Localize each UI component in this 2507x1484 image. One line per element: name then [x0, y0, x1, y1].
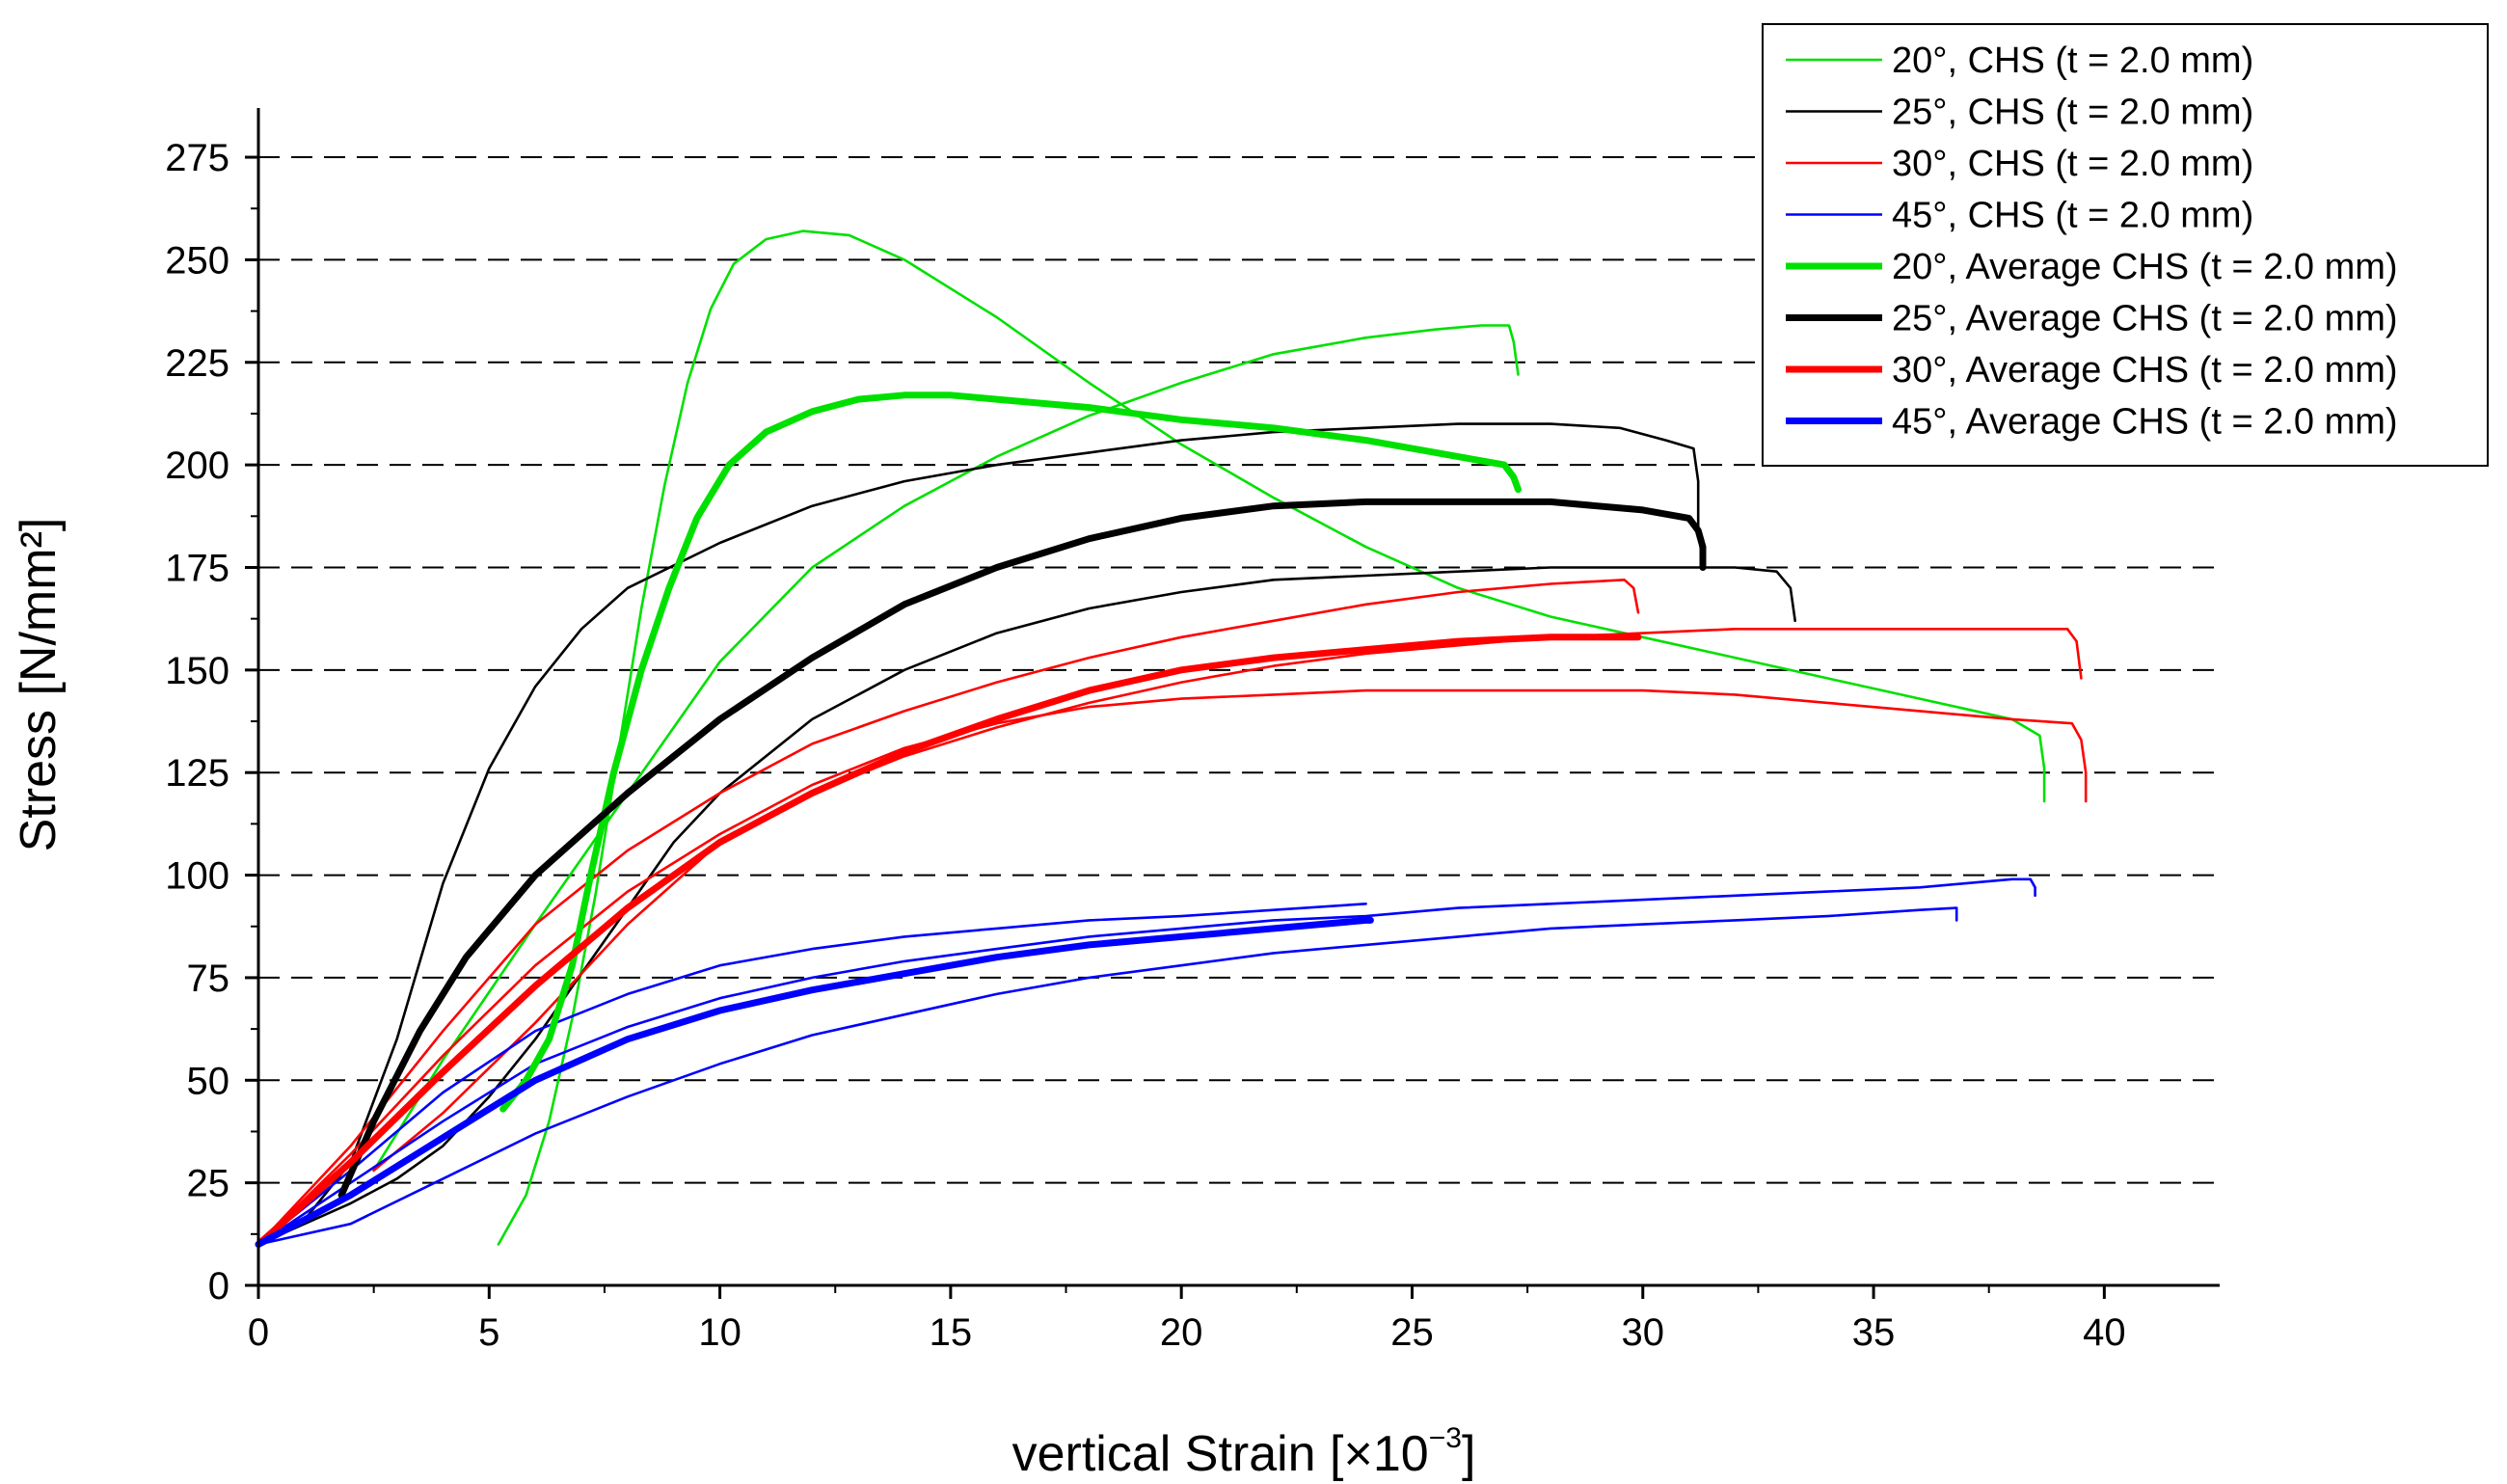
y-tick-label-175: 175: [165, 547, 229, 589]
legend-label-3: 45°, CHS (t = 2.0 mm): [1892, 196, 2253, 236]
x-tick-label-15: 15: [930, 1311, 973, 1354]
y-tick-label-25: 25: [187, 1163, 230, 1205]
y-tick-label-250: 250: [165, 239, 229, 282]
x-tick-label-20: 20: [1160, 1311, 1203, 1354]
x-tick-label-0: 0: [248, 1311, 269, 1354]
legend-label-5: 25°, Average CHS (t = 2.0 mm): [1892, 299, 2398, 339]
series-line-10: [499, 391, 1522, 1113]
y-tick-label-200: 200: [165, 445, 229, 487]
y-tick-label-0: 0: [208, 1265, 229, 1308]
legend-label-0: 20°, CHS (t = 2.0 mm): [1892, 40, 2253, 81]
series-line-13: [255, 916, 1374, 1248]
x-tick-label-30: 30: [1622, 1311, 1665, 1354]
y-tick-label-225: 225: [165, 342, 229, 385]
legend-label-1: 25°, CHS (t = 2.0 mm): [1892, 93, 2253, 133]
legend-label-6: 30°, Average CHS (t = 2.0 mm): [1892, 350, 2398, 391]
series-line-9: [256, 906, 1958, 1246]
series-layer: [255, 229, 2088, 1248]
x-axis-title-exponent: −3: [1429, 1422, 1462, 1454]
y-tick-label-50: 50: [187, 1060, 230, 1102]
x-axis-title-main: vertical Strain [×10: [1012, 1426, 1429, 1482]
x-tick-label-40: 40: [2083, 1311, 2126, 1354]
series-line-8: [256, 877, 2036, 1246]
series-line-2: [256, 422, 1705, 1246]
x-tick-label-5: 5: [478, 1311, 499, 1354]
x-tick-label-10: 10: [698, 1311, 741, 1354]
y-tick-label-275: 275: [165, 137, 229, 179]
legend-label-2: 30°, CHS (t = 2.0 mm): [1892, 144, 2253, 184]
y-tick-label-125: 125: [165, 752, 229, 795]
legend-box: [1762, 23, 2489, 467]
series-line-4: [256, 579, 1640, 1246]
x-tick-label-35: 35: [1852, 1311, 1896, 1354]
axes: [256, 108, 2220, 1287]
x-axis-title-suffix: ]: [1462, 1426, 1475, 1482]
legend: 20°, CHS (t = 2.0 mm) 25°, CHS (t = 2.0 m…: [1762, 23, 2489, 467]
series-line-3: [256, 566, 1796, 1246]
series-line-7: [256, 903, 1367, 1246]
y-tick-label-150: 150: [165, 650, 229, 692]
y-axis-title: Stress [N/mm²]: [11, 518, 67, 852]
series-line-12: [255, 634, 1642, 1248]
series-line-11: [337, 498, 1707, 1199]
series-line-5: [256, 688, 2088, 1246]
x-tick-label-25: 25: [1390, 1311, 1434, 1354]
x-axis-title: vertical Strain [×10−3]: [1012, 1422, 1476, 1482]
y-tick-label-75: 75: [187, 958, 230, 1000]
y-tick-label-100: 100: [165, 855, 229, 898]
tick-layer: 0 25 50 75 100 125 150 175 200 225 250 275 0 5 10 15 20 2…: [165, 137, 2125, 1354]
legend-label-4: 20°, Average CHS (t = 2.0 mm): [1892, 247, 2398, 287]
legend-label-7: 45°, Average CHS (t = 2.0 mm): [1892, 402, 2398, 443]
series-line-6: [372, 628, 2083, 1173]
